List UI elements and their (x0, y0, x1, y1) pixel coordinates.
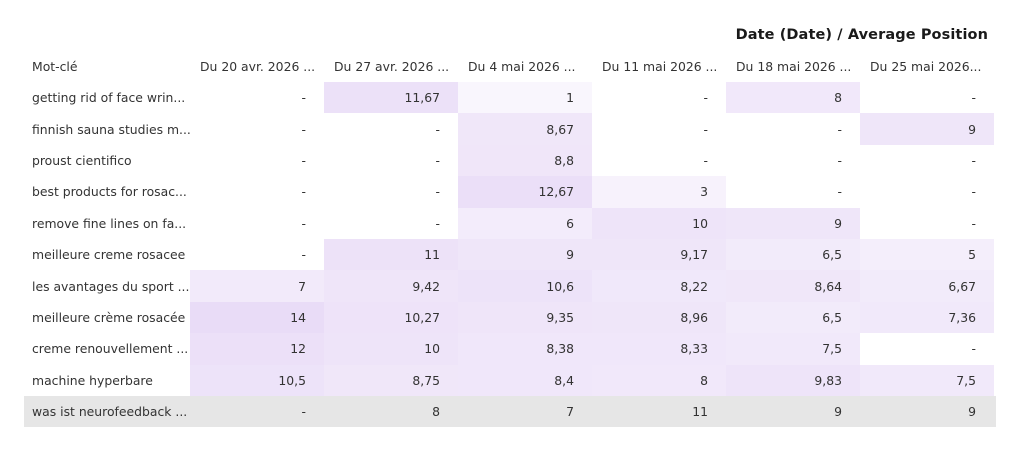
header-col-1[interactable]: Du 27 avr. 2026 ... (334, 59, 450, 74)
value-cell: - (971, 184, 976, 200)
value-cell: 10,6 (458, 270, 592, 302)
value-cell: 9,83 (726, 364, 860, 396)
header-col-4[interactable]: Du 18 mai 2026 ... (736, 59, 852, 74)
pivot-table: Mot-clé Du 20 avr. 2026 ... Du 27 avr. 2… (24, 51, 996, 428)
keyword-cell: meilleure creme rosacee (32, 247, 186, 263)
header-col-5[interactable]: Du 25 mai 2026... (870, 59, 982, 74)
keyword-cell: was ist neurofeedback ... (32, 404, 188, 420)
header-col-2[interactable]: Du 4 mai 2026 ... (468, 59, 576, 74)
value-cell: - (837, 121, 842, 137)
table-row[interactable]: finnish sauna studies m... - - 8,67 - - 9 (24, 113, 996, 145)
value-cell: - (435, 215, 440, 231)
value-cell: 8,64 (726, 270, 860, 302)
value-cell: - (301, 121, 306, 137)
table-row[interactable]: machine hyperbare 10,5 8,75 8,4 8 9,83 7,5 (24, 364, 996, 396)
value-cell: 7,5 (726, 333, 860, 365)
keyword-cell: meilleure crème rosacée (32, 309, 186, 325)
value-cell: 8,8 (458, 144, 592, 177)
table-row[interactable]: creme renouvellement ... 12 10 8,38 8,33 7,5 - (24, 333, 996, 365)
value-cell: 6,67 (860, 270, 994, 302)
keyword-cell: finnish sauna studies m... (32, 121, 190, 137)
value-cell: 10,5 (190, 364, 324, 396)
value-cell: 9,17 (592, 238, 726, 271)
value-cell: - (703, 121, 708, 137)
keyword-cell: getting rid of face wrin... (32, 90, 186, 106)
table-row[interactable]: getting rid of face wrin... - 11,67 1 - 8 - (24, 82, 996, 114)
value-cell: 10 (324, 333, 458, 365)
header-col-3[interactable]: Du 11 mai 2026 ... (602, 59, 718, 74)
value-cell: 6 (458, 207, 592, 239)
value-cell: 11 (692, 404, 708, 420)
value-cell: - (435, 184, 440, 200)
table-row[interactable]: meilleure crème rosacée 14 10,27 9,35 8,96 6,… (24, 301, 996, 334)
value-cell: - (971, 215, 976, 231)
table-row[interactable]: was ist neurofeedback ... - 8 7 11 9 9 (24, 395, 996, 428)
value-cell: - (837, 184, 842, 200)
value-cell: 6,5 (726, 238, 860, 271)
table-row[interactable]: remove fine lines on fa... - - 6 10 9 - (24, 207, 996, 239)
value-cell: 9,42 (324, 270, 458, 302)
header-row: Mot-clé Du 20 avr. 2026 ... Du 27 avr. 2… (24, 51, 996, 82)
value-cell: - (971, 152, 976, 168)
keyword-cell: remove fine lines on fa... (32, 215, 187, 231)
value-cell: - (971, 341, 976, 357)
table-title: Date (Date) / Average Position (735, 27, 988, 43)
value-cell: 9 (860, 113, 994, 145)
header-col-0[interactable]: Du 20 avr. 2026 ... (200, 59, 316, 74)
value-cell: 7,36 (860, 301, 994, 334)
value-cell: 8 (726, 82, 860, 114)
value-cell: 9 (726, 207, 860, 239)
value-cell: 10,27 (324, 301, 458, 334)
value-cell: 3 (592, 176, 726, 208)
keyword-cell: les avantages du sport ... (32, 278, 190, 294)
keyword-cell: creme renouvellement ... (32, 341, 189, 357)
value-cell: - (301, 90, 306, 106)
table-row[interactable]: les avantages du sport ... 7 9,42 10,6 8,22 8… (24, 270, 996, 302)
value-cell: 6,5 (726, 301, 860, 334)
value-cell: - (301, 215, 306, 231)
value-cell: 8,22 (592, 270, 726, 302)
value-cell: 12 (190, 333, 324, 365)
value-cell: 10 (592, 207, 726, 239)
keyword-cell: proust cientifico (32, 152, 132, 168)
value-cell: 9,35 (458, 301, 592, 334)
header-keyword[interactable]: Mot-clé (32, 59, 78, 74)
value-cell: 8 (432, 404, 440, 420)
value-cell: - (971, 90, 976, 106)
value-cell: 8,38 (458, 333, 592, 365)
value-cell: - (301, 404, 306, 420)
value-cell: - (703, 152, 708, 168)
value-cell: 5 (860, 238, 994, 271)
keyword-cell: machine hyperbare (32, 372, 153, 388)
value-cell: 7 (190, 270, 324, 302)
value-cell: 12,67 (458, 176, 592, 208)
value-cell: 14 (190, 301, 324, 334)
table-row[interactable]: best products for rosac... - - 12,67 3 - - (24, 176, 996, 208)
value-cell: - (435, 121, 440, 137)
table-row[interactable]: proust cientifico - - 8,8 - - - (24, 144, 996, 177)
value-cell: 8,67 (458, 113, 592, 145)
keyword-cell: best products for rosac... (32, 184, 187, 200)
value-cell: 8,4 (458, 364, 592, 396)
value-cell: 9 (834, 404, 842, 420)
value-cell: 9 (458, 238, 592, 271)
value-cell: - (837, 152, 842, 168)
table-row[interactable]: meilleure creme rosacee - 11 9 9,17 6,5 5 (24, 238, 996, 271)
value-cell: 8,96 (592, 301, 726, 334)
value-cell: - (301, 247, 306, 263)
value-cell: - (301, 152, 306, 168)
value-cell: 8 (592, 364, 726, 396)
table-body: getting rid of face wrin... -11,67 1-8- fin… (24, 82, 996, 428)
value-cell: 7,5 (860, 364, 994, 396)
value-cell: - (301, 184, 306, 200)
value-cell: - (703, 90, 708, 106)
value-cell: 11,67 (324, 82, 458, 114)
value-cell: - (435, 152, 440, 168)
value-cell: 7 (566, 404, 574, 420)
value-cell: 1 (458, 82, 592, 114)
value-cell: 8,33 (592, 333, 726, 365)
value-cell: 8,75 (324, 364, 458, 396)
value-cell: 9 (968, 404, 976, 420)
value-cell: 11 (324, 238, 458, 271)
